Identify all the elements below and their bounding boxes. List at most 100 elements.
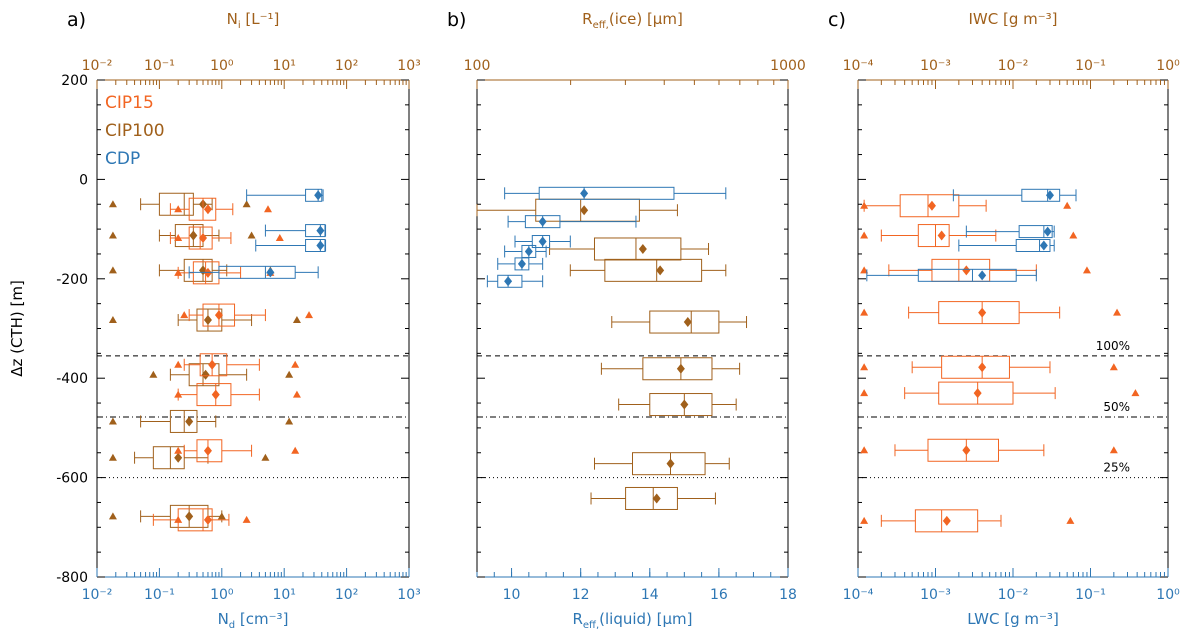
mean-diamond: [185, 416, 194, 427]
iqr-box: [169, 409, 198, 433]
mean-diamond: [942, 515, 951, 526]
mean-diamond: [638, 243, 647, 254]
cip100-box: [549, 237, 710, 261]
x-top-tick-label: 10⁻³: [920, 58, 951, 74]
extreme-max-triangle: [242, 515, 251, 523]
x-bottom-tick-label: 10⁻³: [920, 587, 951, 603]
x-top-axis-title: IWC [g m⁻³]: [968, 10, 1057, 28]
mean-diamond: [580, 188, 589, 199]
extreme-min-triangle: [174, 234, 183, 242]
cip100-box: [476, 198, 678, 222]
cip100-box: [108, 446, 270, 470]
cip15-box: [860, 301, 1122, 325]
mean-diamond: [937, 230, 946, 241]
cip100-box: [611, 310, 748, 334]
x-top-tick-label: 100: [464, 58, 491, 74]
legend-entry-cip15: CIP15: [105, 93, 154, 113]
panel-b: 10 12 14 16 18 100 1000 b): [447, 9, 806, 603]
mean-diamond: [189, 230, 198, 241]
mean-diamond: [680, 399, 689, 410]
panel-letter: b): [447, 9, 466, 31]
extreme-min-triangle: [108, 417, 117, 425]
iqr-box: [938, 301, 1020, 325]
threshold-label: 50%: [1103, 400, 1130, 414]
iqr-box: [305, 239, 326, 253]
extreme-max-triangle: [1082, 266, 1091, 274]
extreme-max-triangle: [1069, 231, 1078, 239]
mean-diamond: [214, 310, 223, 321]
extreme-min-triangle: [174, 390, 183, 398]
extreme-max-triangle: [247, 231, 256, 239]
extreme-max-triangle: [217, 512, 226, 520]
iqr-box: [642, 357, 713, 381]
cip15-box: [169, 226, 284, 250]
cip15-box: [860, 381, 1140, 405]
iqr-box: [938, 381, 1014, 405]
x-bottom-tick-label: 18: [779, 587, 797, 603]
panel-a: 10⁻² 10⁻¹ 10⁰ 10¹ 10² 10³ 10⁻² 10⁻¹ 10⁰ 10¹ 10² 10³…: [67, 9, 421, 603]
panel-letter: a): [67, 9, 86, 31]
iqr-box: [1015, 239, 1051, 253]
mean-diamond: [316, 225, 325, 236]
x-bottom-tick-label: 12: [572, 587, 590, 603]
mean-diamond: [201, 369, 210, 380]
extreme-max-triangle: [1131, 389, 1140, 397]
iqr-box: [196, 383, 232, 407]
x-top-tick-label: 10⁻¹: [1075, 58, 1106, 74]
iqr-box: [531, 235, 551, 249]
extreme-min-triangle: [860, 308, 869, 316]
cdp-box: [958, 239, 1055, 253]
mean-diamond: [185, 511, 194, 522]
extreme-max-triangle: [292, 316, 301, 324]
extreme-max-triangle: [275, 234, 284, 242]
cip15-box: [860, 355, 1118, 379]
mean-diamond: [580, 205, 589, 216]
mean-diamond: [266, 267, 275, 278]
extreme-max-triangle: [263, 205, 272, 213]
x-bottom-tick-label: 10³: [397, 587, 420, 603]
x-bottom-tick-label: 16: [710, 587, 728, 603]
extreme-min-triangle: [860, 363, 869, 371]
mean-diamond: [683, 317, 692, 328]
cip100-box: [593, 452, 730, 476]
extreme-min-triangle: [149, 370, 158, 378]
x-bottom-axis-title: Reff,(liquid) [μm]: [572, 610, 692, 631]
mean-diamond: [524, 246, 533, 257]
y-tick-label: 0: [79, 172, 88, 188]
cip100-box: [600, 357, 741, 381]
x-bottom-tick-label: 10: [503, 587, 521, 603]
mean-diamond: [962, 265, 971, 276]
x-bottom-tick-label: 10¹: [272, 587, 295, 603]
iqr-box: [218, 265, 296, 279]
cip15-box: [860, 509, 1075, 533]
extreme-min-triangle: [108, 316, 117, 324]
mean-diamond: [208, 359, 217, 370]
x-top-tick-label: 10²: [335, 58, 358, 74]
extreme-min-triangle: [180, 311, 189, 319]
x-top-tick-label: 10⁻²: [82, 58, 113, 74]
iqr-box: [158, 192, 194, 216]
x-bottom-axis-title: LWC [g m⁻³]: [967, 610, 1059, 628]
extreme-min-triangle: [860, 266, 869, 274]
cip15-box: [174, 353, 300, 377]
x-top-tick-label: 10¹: [272, 58, 295, 74]
cdp-box: [497, 257, 544, 271]
iqr-box: [199, 353, 228, 377]
mean-diamond: [962, 445, 971, 456]
iqr-box: [1021, 188, 1061, 202]
cip100-box: [590, 486, 716, 510]
x-bottom-tick-label: 10⁰: [210, 587, 234, 603]
iqr-box: [625, 486, 678, 510]
mean-diamond: [314, 190, 323, 201]
iqr-box: [632, 452, 706, 476]
iqr-box: [305, 224, 326, 238]
x-bottom-tick-label: 10⁻¹: [144, 587, 175, 603]
cdp-box: [866, 268, 1037, 282]
cip100-box: [108, 409, 294, 433]
cdp-box: [264, 224, 327, 238]
legend-entry-cip100: CIP100: [105, 121, 165, 141]
cdp-box: [486, 274, 544, 288]
iqr-box: [917, 224, 950, 248]
y-axis-title: Δz (CTH) [m]: [8, 280, 26, 377]
